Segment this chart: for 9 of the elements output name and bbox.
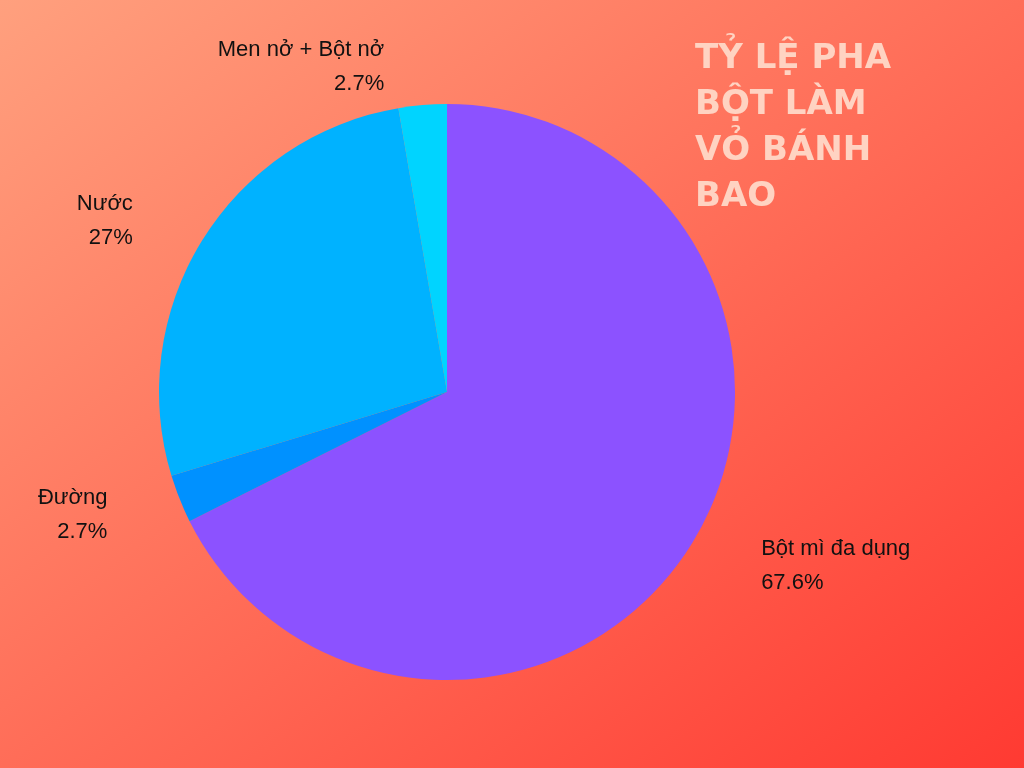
data-label: 67.6% [761, 568, 824, 594]
slice-label: Bột mì đa dụng [761, 534, 911, 560]
slice-label: Men nở + Bột nở [217, 35, 385, 61]
slice-label: Nước [76, 190, 133, 216]
slice-label: Đường [37, 484, 108, 510]
data-label: 27% [88, 224, 133, 250]
data-label: 2.7% [334, 69, 385, 95]
text: TỶ LỆ PHA BỘT LÀM VỎ BÁNH BAO [695, 33, 903, 214]
data-label: 2.7% [57, 518, 108, 544]
